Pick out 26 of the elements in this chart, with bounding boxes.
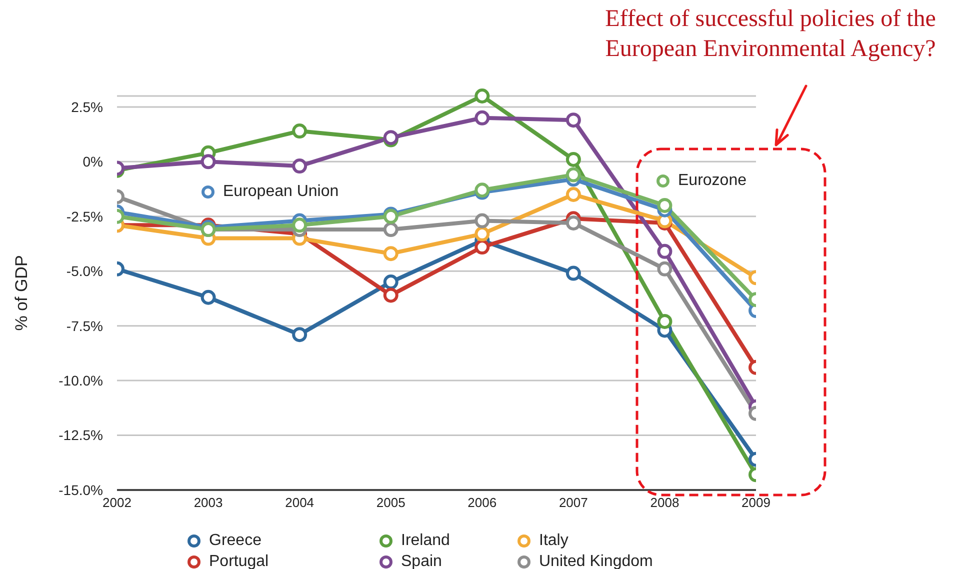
legend-label: European Union bbox=[223, 182, 339, 202]
legend-label: Italy bbox=[539, 530, 568, 550]
x-tick-label: 2007 bbox=[558, 495, 588, 510]
legend-label: Portugal bbox=[209, 552, 269, 569]
x-tick-label: 2005 bbox=[376, 495, 406, 510]
x-tick-label: 2002 bbox=[102, 495, 132, 510]
y-tick-label: 2.5% bbox=[71, 98, 103, 115]
y-tick-label: -5.0% bbox=[66, 263, 103, 280]
x-tick-label: 2009 bbox=[742, 495, 770, 510]
y-tick-label: -2.5% bbox=[66, 208, 103, 224]
x-tick-label: 2006 bbox=[468, 495, 497, 510]
legend-label: Ireland bbox=[401, 530, 450, 550]
legend-label: Eurozone bbox=[678, 171, 746, 191]
x-tick-label: 2003 bbox=[194, 495, 223, 510]
y-tick-label: -12.5% bbox=[58, 427, 103, 444]
y-tick-label: -7.5% bbox=[66, 318, 103, 334]
legend-label: Spain bbox=[401, 552, 442, 569]
y-tick-label: 0% bbox=[82, 154, 103, 170]
text: Effect of successful policies of the European Environmental Agency? bbox=[604, 5, 937, 64]
legend-label: United Kingdom bbox=[539, 552, 653, 569]
y-tick-label: -15.0% bbox=[58, 482, 103, 498]
legend-label: Greece bbox=[209, 530, 262, 550]
y-tick-label: -10.0% bbox=[58, 372, 103, 389]
x-tick-label: 2004 bbox=[285, 495, 314, 510]
y-axis-title: % of GDP bbox=[12, 255, 32, 331]
x-tick-label: 2008 bbox=[650, 495, 680, 510]
